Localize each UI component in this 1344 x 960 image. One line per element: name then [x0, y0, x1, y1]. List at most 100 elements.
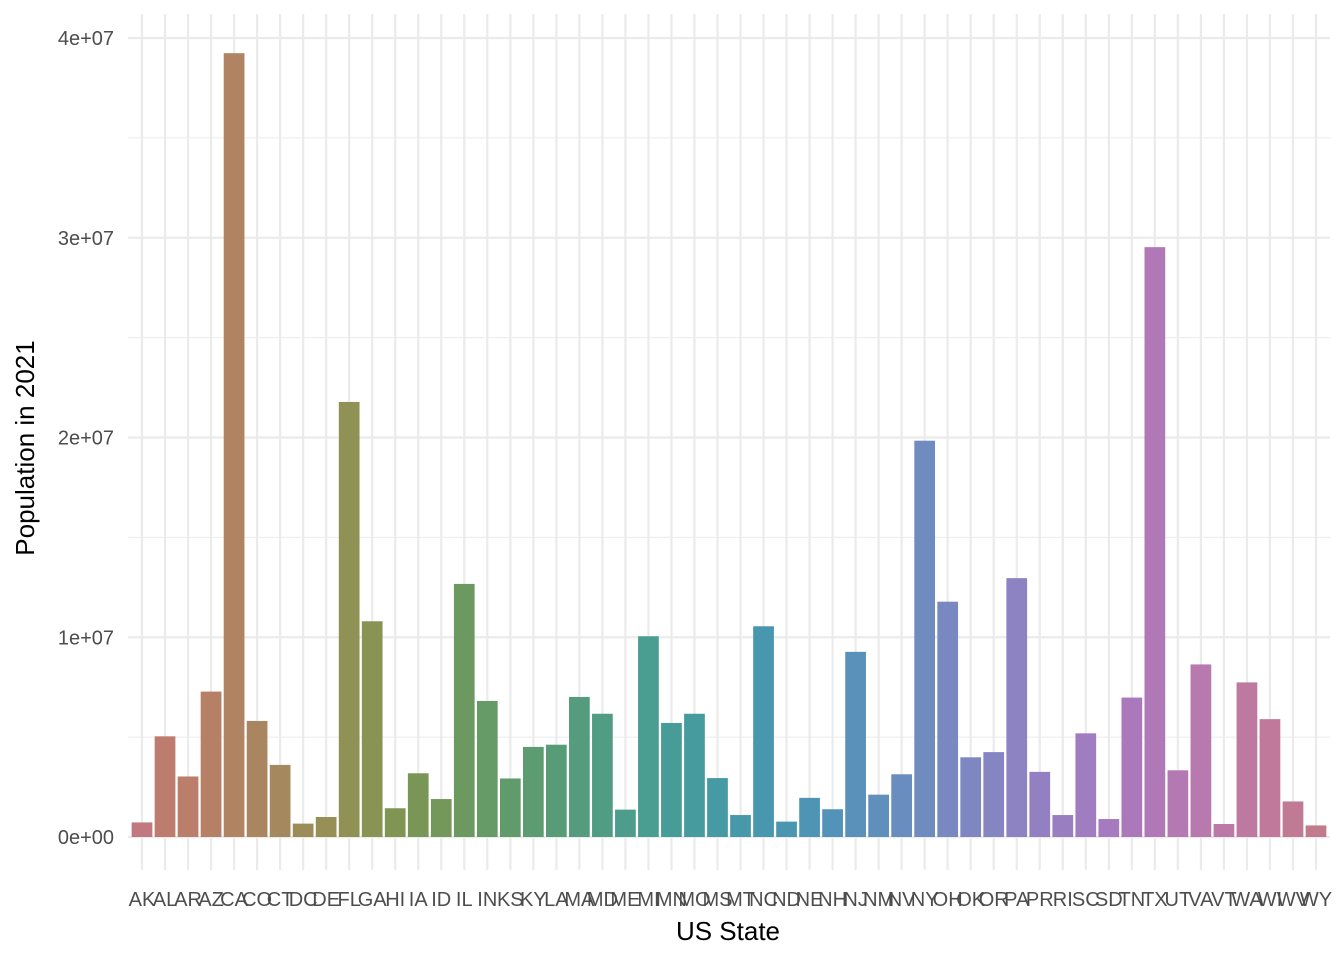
x-tick-label: MS	[702, 889, 732, 911]
bar-de	[315, 817, 337, 837]
x-tick-label: AR	[174, 889, 202, 911]
x-tick-label: KS	[497, 889, 524, 911]
bar-ny	[914, 440, 936, 837]
bar-nv	[891, 774, 913, 837]
bar-tn	[1121, 697, 1143, 837]
x-tick-label: MD	[587, 889, 618, 911]
bar-mt	[730, 815, 751, 837]
bar-in	[476, 700, 498, 837]
x-tick-label: NJ	[843, 889, 867, 911]
bar-ak	[131, 822, 153, 837]
x-tick-label: TX	[1142, 889, 1168, 911]
y-axis-tick-labels: 0e+00 1e+07 2e+07 3e+07 4e+07	[58, 28, 114, 849]
x-tick-label: NY	[911, 889, 939, 911]
x-tick-label: WV	[1277, 889, 1310, 911]
x-tick-label: VT	[1211, 889, 1237, 911]
bar-ks	[499, 778, 521, 837]
bar-nm	[868, 794, 889, 837]
bar-va	[1190, 664, 1212, 837]
x-tick-label: MT	[726, 889, 755, 911]
x-tick-label: SC	[1072, 889, 1100, 911]
bar-il	[453, 583, 475, 837]
x-tick-label: RI	[1053, 889, 1073, 911]
bar-nj	[845, 651, 866, 837]
x-tick-label: VA	[1188, 889, 1214, 911]
x-tick-label: FL	[338, 889, 361, 911]
x-tick-label: DC	[289, 889, 318, 911]
x-tick-label: WY	[1300, 889, 1332, 911]
x-tick-label: ME	[610, 889, 640, 911]
bar-ky	[522, 746, 544, 837]
x-tick-label: IL	[456, 889, 473, 911]
y-tick-label: 0e+00	[58, 827, 114, 849]
bar-wy	[1305, 825, 1327, 837]
x-tick-label: IN	[477, 889, 497, 911]
bar-pa	[1006, 578, 1028, 837]
bar-ga	[361, 621, 383, 837]
bar-tx	[1144, 247, 1166, 837]
bar-ca	[223, 53, 245, 837]
x-axis-title: US State	[676, 916, 780, 946]
bar-dc	[292, 823, 314, 837]
y-tick-label: 3e+07	[58, 228, 114, 250]
x-tick-label: AZ	[198, 889, 224, 911]
bar-ct	[269, 764, 291, 837]
bar-sd	[1098, 819, 1120, 837]
y-tick-label: 2e+07	[58, 428, 114, 450]
bar-vt	[1213, 824, 1235, 837]
bar-md	[592, 713, 613, 837]
bar-ia	[407, 773, 429, 837]
x-tick-label: WI	[1258, 889, 1282, 911]
x-tick-label: HI	[385, 889, 405, 911]
x-tick-label: NH	[818, 889, 847, 911]
bar-wa	[1236, 682, 1258, 837]
x-tick-label: CA	[220, 889, 248, 911]
bar-or	[983, 752, 1005, 837]
bar-az	[200, 691, 222, 837]
y-tick-label: 4e+07	[58, 28, 114, 50]
bar-co	[246, 720, 268, 837]
x-tick-label: DE	[312, 889, 340, 911]
y-axis-title: Population in 2021	[10, 340, 40, 555]
x-tick-label: UT	[1165, 889, 1192, 911]
bar-ne	[799, 797, 820, 837]
bar-la	[545, 744, 567, 837]
bar-fl	[338, 401, 360, 837]
x-tick-label: GA	[358, 889, 388, 911]
bar-mo	[684, 713, 705, 837]
bar-ri	[1052, 815, 1074, 837]
x-tick-label: NM	[863, 889, 894, 911]
x-tick-label: CT	[267, 889, 294, 911]
bar-ok	[960, 757, 982, 837]
bar-mi	[638, 636, 659, 837]
x-tick-label: ID	[431, 889, 451, 911]
x-tick-label: PR	[1026, 889, 1054, 911]
bar-wv	[1282, 801, 1304, 837]
bar-nh	[822, 809, 843, 837]
bar-oh	[937, 601, 959, 837]
x-tick-label: TN	[1119, 889, 1146, 911]
y-tick-label: 1e+07	[58, 627, 114, 649]
x-tick-label: NV	[888, 889, 916, 911]
bar-al	[154, 736, 176, 837]
bar-sc	[1075, 733, 1097, 837]
x-tick-label: OR	[979, 889, 1009, 911]
bar-mn	[661, 722, 682, 837]
bar-id	[430, 799, 452, 837]
x-tick-label: MA	[564, 889, 595, 911]
x-tick-label: KY	[520, 889, 547, 911]
x-tick-label: NC	[749, 889, 778, 911]
x-tick-label: IA	[409, 889, 429, 911]
bar-nc	[753, 626, 774, 837]
x-tick-label: AL	[153, 889, 177, 911]
bar-ut	[1167, 770, 1189, 837]
bar-ar	[177, 776, 199, 837]
x-tick-label: CO	[242, 889, 272, 911]
bar-pr	[1029, 771, 1051, 837]
x-tick-label: OK	[956, 889, 986, 911]
bar-ms	[707, 778, 728, 837]
bar-wi	[1259, 719, 1281, 837]
x-tick-label: PA	[1004, 889, 1030, 911]
